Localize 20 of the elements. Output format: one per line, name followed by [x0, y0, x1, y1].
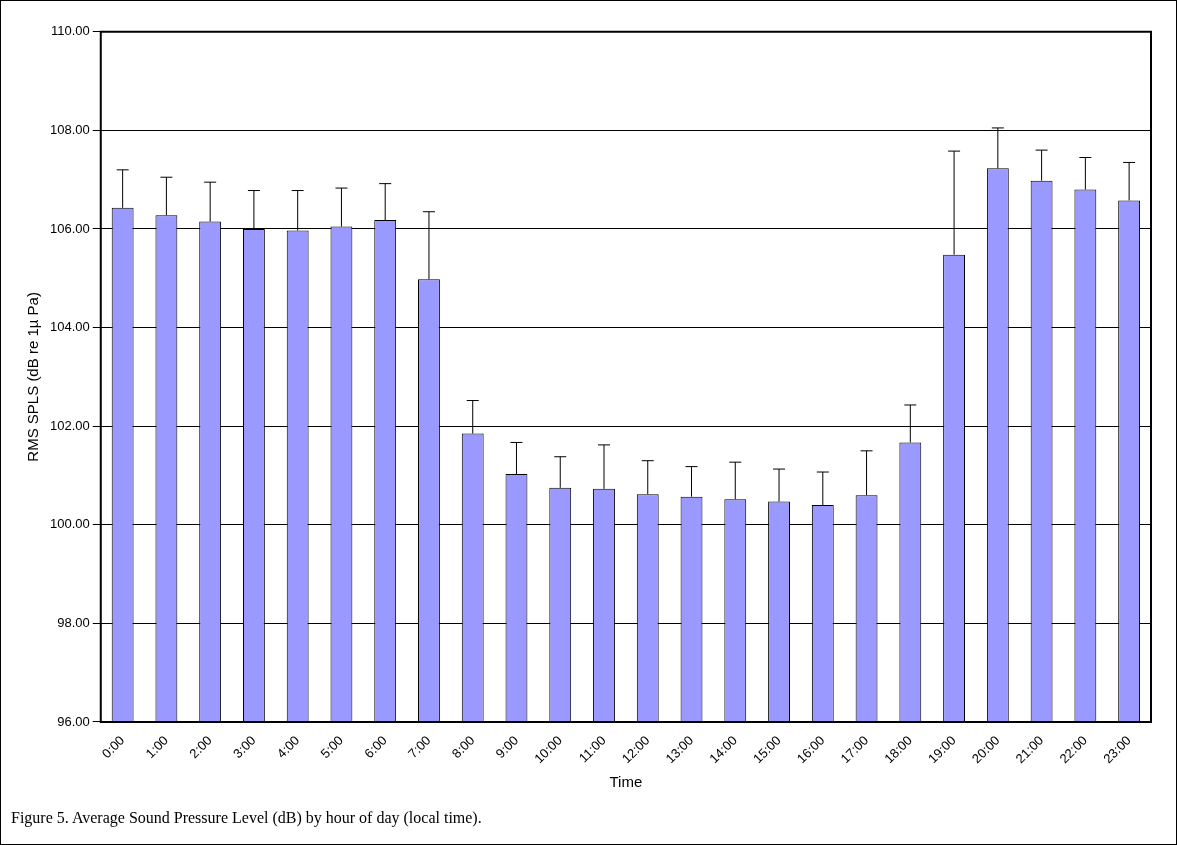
x-tick-label: 4:00 — [273, 732, 303, 762]
y-tick-label: 110.00 — [50, 23, 90, 39]
y-tick-label: 96.00 — [57, 713, 90, 729]
x-tick-label: 6:00 — [361, 732, 390, 762]
x-tick-label: 0:00 — [98, 732, 128, 762]
x-tick-label: 7:00 — [405, 732, 434, 762]
x-tick-label: 8:00 — [448, 732, 478, 762]
y-tick-label: 102.00 — [50, 417, 90, 433]
x-tick-label: 9:00 — [492, 732, 522, 762]
x-axis-title: Time — [609, 773, 643, 791]
y-tick-label: 104.00 — [50, 319, 90, 335]
caption: Figure 5. Average Sound Pressure Level (dB) by hour of day (local time). — [11, 809, 482, 827]
x-tick-label: 1:00 — [142, 732, 172, 762]
y-tick-label: 108.00 — [50, 121, 90, 137]
y-axis-title: RMS SPLS (dB re 1µ Pa) — [24, 292, 42, 462]
x-tick-label: 3:00 — [230, 732, 259, 762]
y-tick-label: 98.00 — [57, 614, 90, 630]
y-tick-label: 100.00 — [50, 516, 90, 532]
x-tick-label: 5:00 — [317, 732, 347, 762]
y-tick-label: 106.00 — [50, 220, 90, 236]
